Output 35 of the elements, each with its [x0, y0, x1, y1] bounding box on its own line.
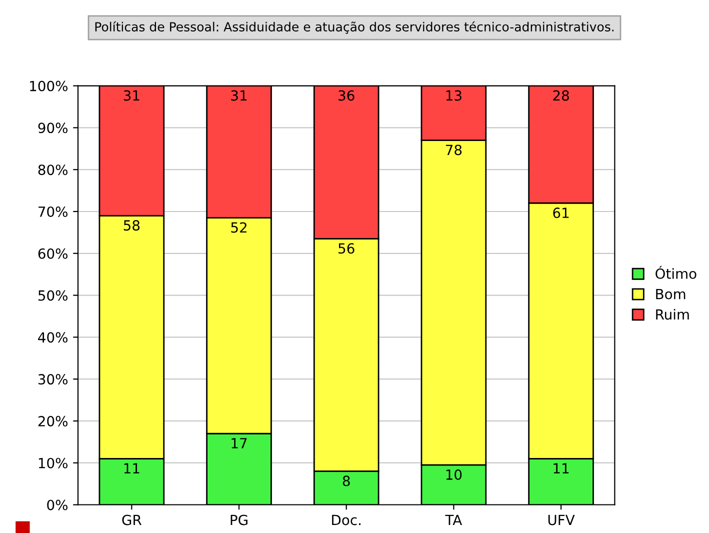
legend-label: Ótimo	[656, 266, 696, 279]
x-tick-label: UFV	[548, 514, 575, 526]
x-tick-label: GR	[122, 514, 142, 526]
data-label: 52	[231, 222, 246, 233]
y-tick-label: 90%	[38, 122, 68, 134]
y-tick-label: 0%	[47, 500, 68, 510]
data-label: 56	[338, 243, 354, 254]
legend-label: Bom	[656, 288, 686, 300]
data-label: 61	[553, 208, 569, 218]
data-label: 17	[232, 438, 247, 448]
chart-title: Políticas de Pessoal: Assiduidade e atuação dos servidores técnico-administrativos.	[95, 21, 614, 34]
y-tick-label: 20%	[38, 416, 68, 426]
data-label: 58	[124, 220, 140, 231]
x-tick-label: TA	[445, 514, 462, 526]
y-tick-label: 50%	[38, 290, 68, 301]
y-tick-label: 70%	[38, 206, 68, 217]
y-tick-label: 80%	[38, 164, 68, 176]
data-label: 11	[124, 463, 140, 474]
y-tick-label: 100%	[30, 80, 68, 92]
data-label: 31	[124, 90, 140, 101]
data-label: 10	[446, 469, 462, 480]
data-label: 8	[342, 476, 350, 486]
data-label: 78	[446, 144, 462, 156]
x-tick-label: PG	[230, 514, 248, 526]
x-tick-label: Doc.	[332, 514, 360, 526]
legend-label: Ruim	[656, 308, 689, 320]
y-tick-label: 30%	[38, 374, 68, 385]
data-label: 13	[446, 90, 462, 101]
y-tick-label: 60%	[38, 248, 68, 259]
data-label: 11	[554, 463, 569, 474]
data-label: 28	[553, 90, 569, 101]
data-label: 31	[231, 90, 247, 101]
y-tick-label: 40%	[38, 332, 68, 343]
y-tick-label: 10%	[38, 458, 68, 468]
data-label: 36	[338, 90, 354, 101]
